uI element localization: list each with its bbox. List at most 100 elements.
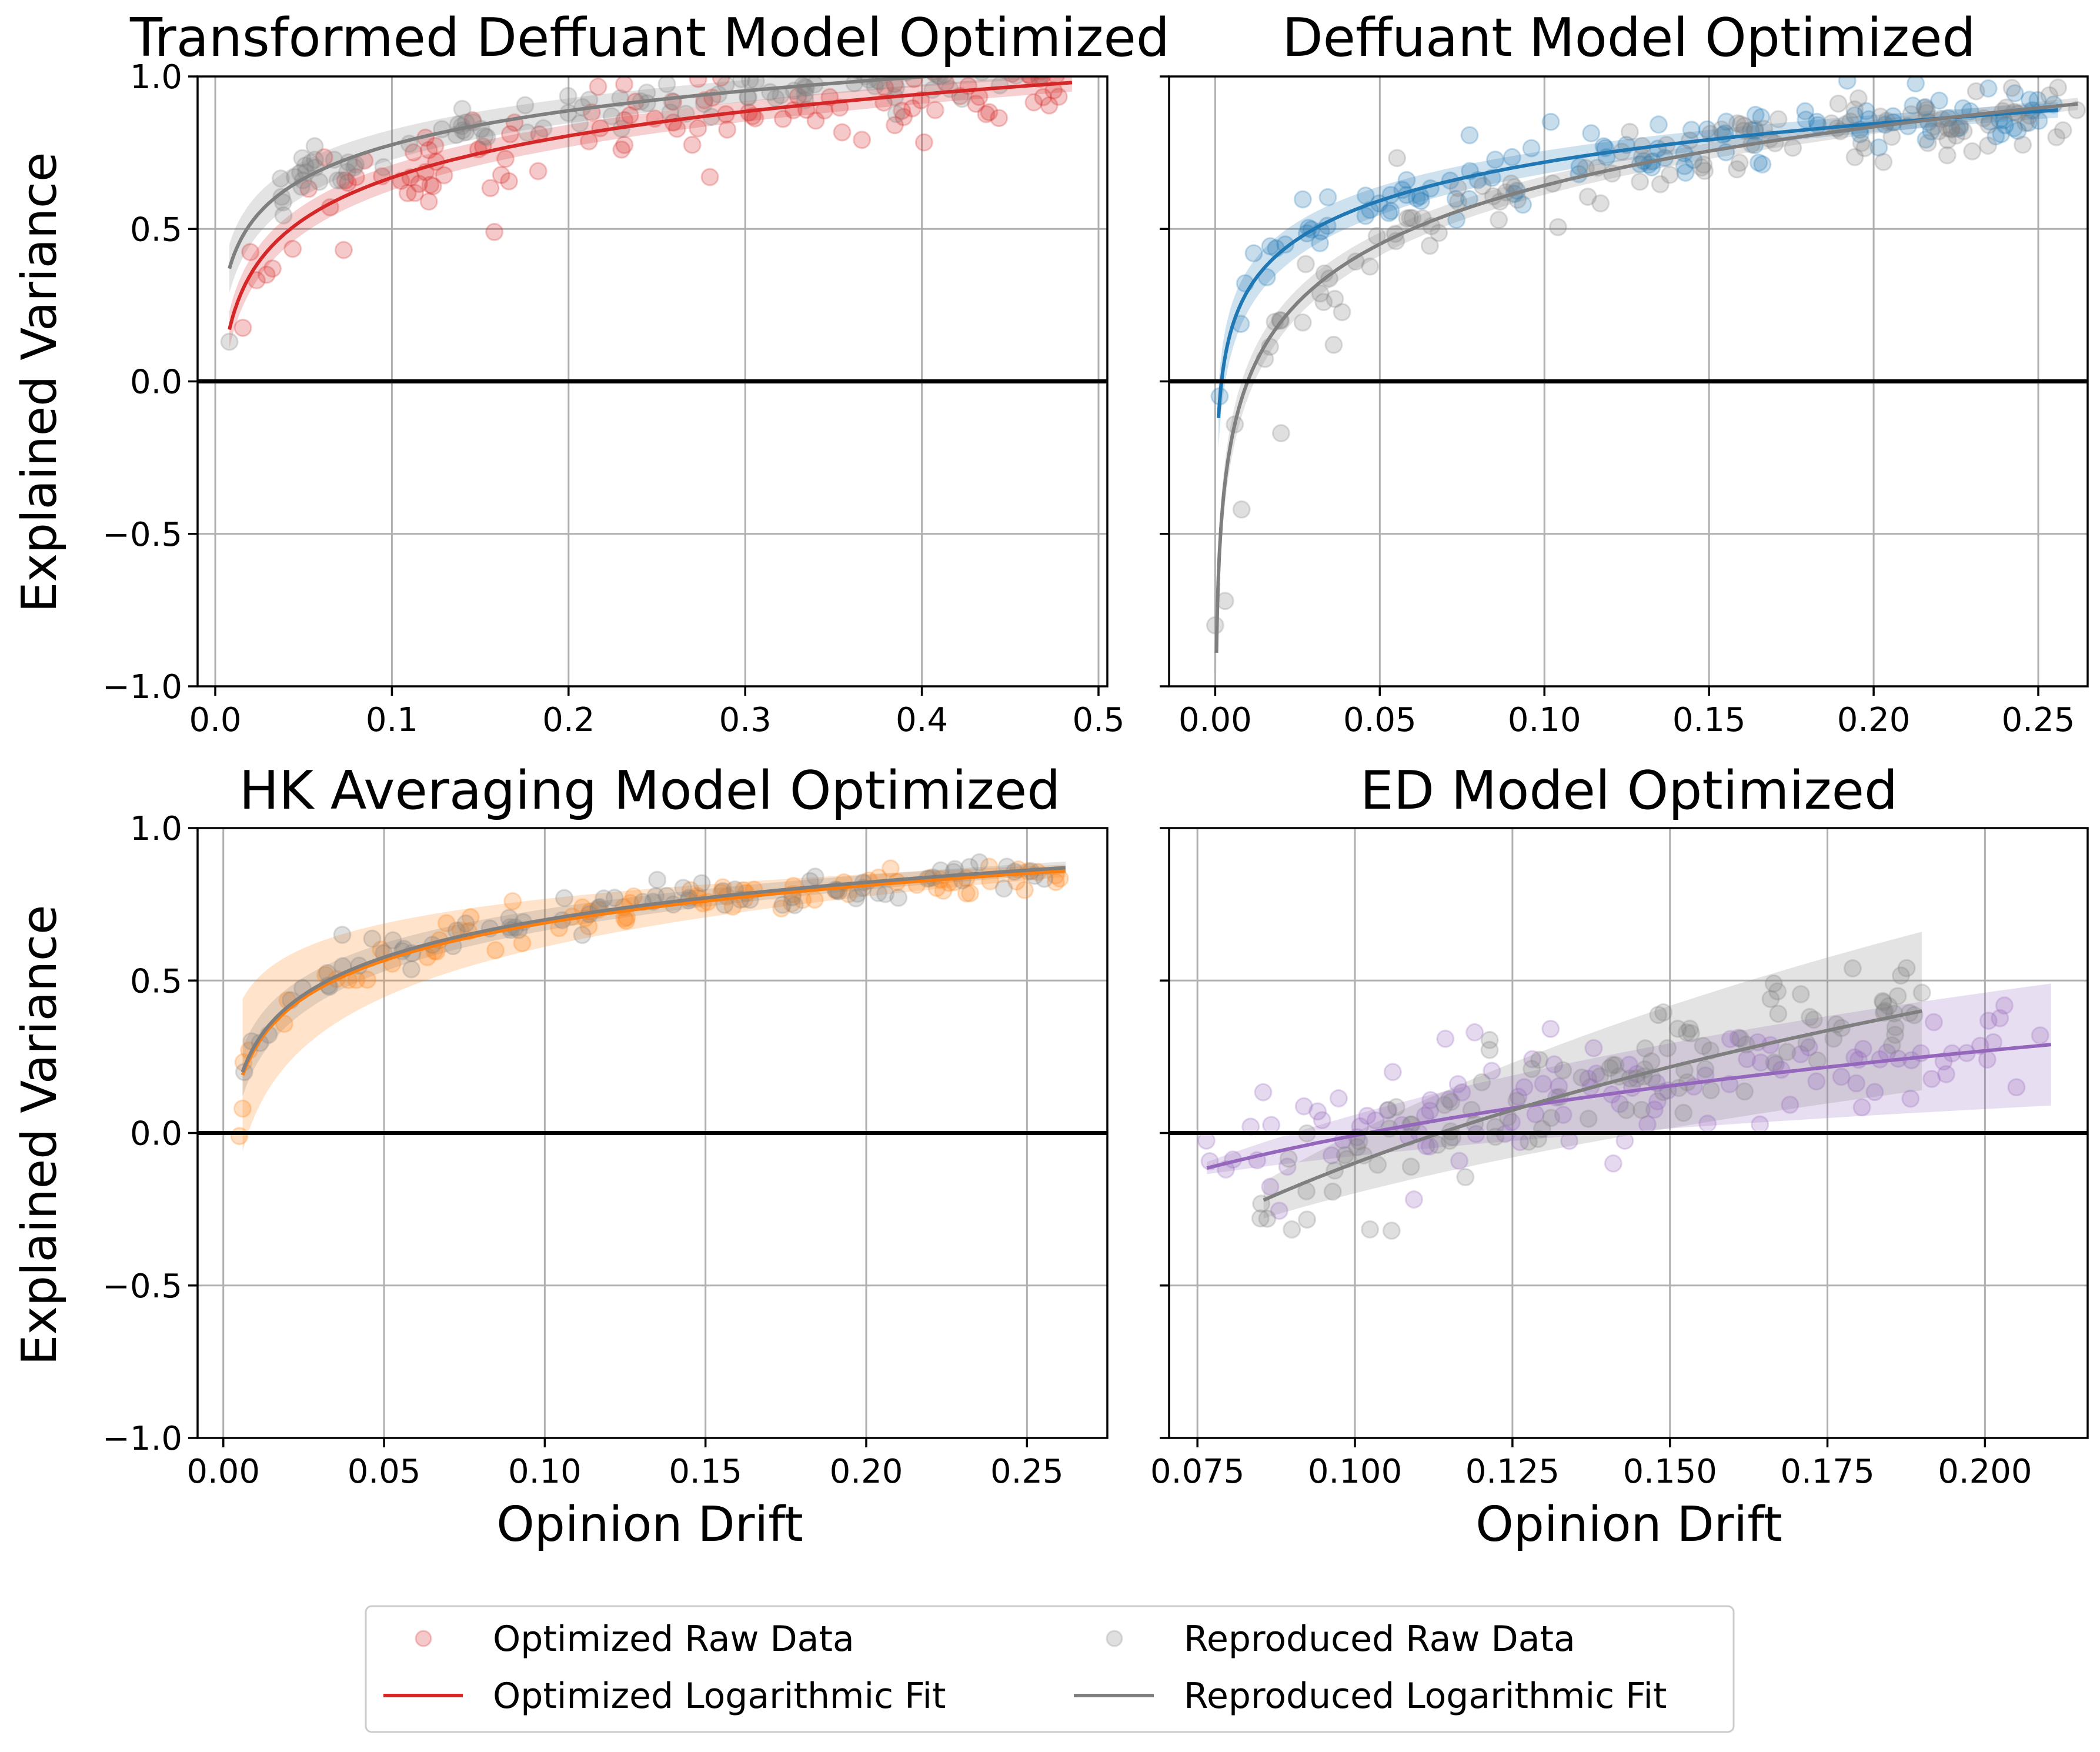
data-point-reproduced — [374, 158, 393, 176]
data-point-optimized — [1262, 1116, 1281, 1134]
data-point-reproduced — [1232, 500, 1251, 519]
fit-line-optimized — [228, 81, 1073, 331]
data-point-reproduced — [1548, 218, 1567, 236]
data-point-optimized — [1003, 76, 1021, 84]
data-point-reproduced — [1929, 122, 1948, 141]
data-point-reproduced — [1845, 100, 1864, 119]
data-point-reproduced — [1314, 293, 1333, 312]
data-point-optimized — [1698, 1114, 1717, 1133]
data-point-reproduced — [2047, 128, 2066, 146]
data-point-optimized — [782, 894, 801, 913]
data-point-reproduced — [1473, 1073, 1491, 1092]
data-point-optimized — [1996, 116, 2015, 135]
data-point-optimized — [620, 106, 639, 125]
data-point-optimized — [1049, 88, 1068, 106]
data-point-optimized — [1318, 188, 1337, 206]
data-point-reproduced — [345, 158, 363, 176]
data-point-reproduced — [1938, 131, 1957, 149]
data-point-optimized — [2005, 84, 2024, 103]
data-point-optimized — [1329, 1089, 1348, 1108]
data-point-optimized — [1924, 1013, 1943, 1032]
data-point-optimized — [421, 175, 440, 194]
x-axis-label: Opinion Drift — [496, 1497, 803, 1553]
panel-deffuant: Deffuant Model Optimized 0.00 0.05 0.10 0.1… — [1160, 7, 2089, 739]
data-point-reproduced — [1324, 335, 1343, 354]
data-point-optimized — [1796, 102, 1815, 121]
x-tick-label: 0.05 — [1343, 701, 1417, 739]
data-point-optimized — [1648, 1092, 1667, 1111]
data-point-optimized — [1904, 96, 1922, 115]
data-point-reproduced — [1963, 142, 1982, 161]
data-point-reproduced — [274, 206, 293, 225]
data-point-optimized — [1907, 76, 1925, 93]
data-point-reproduced — [306, 151, 324, 169]
data-point-reproduced — [332, 171, 350, 190]
panel-title: ED Model Optimized — [1360, 760, 1898, 822]
data-point-reproduced — [1435, 1096, 1454, 1114]
data-point-reproduced — [1620, 122, 1639, 141]
data-point-optimized — [1015, 880, 1034, 899]
data-point-reproduced — [1668, 1019, 1687, 1038]
data-point-reproduced — [1882, 1036, 1901, 1054]
data-point-optimized — [1261, 237, 1280, 256]
data-point-reproduced — [1888, 987, 1907, 1006]
data-point-optimized — [481, 179, 500, 198]
data-point-reproduced — [1824, 1029, 1843, 1048]
fit-line-reproduced — [1263, 1009, 1922, 1202]
data-point-reproduced — [1258, 1209, 1277, 1228]
data-point-reproduced — [1677, 1023, 1696, 1042]
x-tick-label: 0.3 — [719, 701, 772, 739]
data-point-optimized — [1313, 1111, 1331, 1130]
data-point-optimized — [1436, 1029, 1455, 1048]
data-point-reproduced — [1764, 974, 1783, 993]
data-point-reproduced — [1874, 992, 1892, 1010]
data-point-reproduced — [1942, 119, 1961, 138]
data-point-reproduced — [1660, 165, 1679, 184]
data-point-reproduced — [740, 76, 759, 89]
data-point-reproduced — [1606, 1056, 1625, 1074]
data-point-reproduced — [1897, 959, 1916, 977]
data-point-optimized — [1545, 1055, 1564, 1074]
data-point-optimized — [2005, 119, 2024, 138]
data-point-optimized — [1750, 153, 1768, 172]
data-point-optimized — [1698, 120, 1717, 139]
data-point-reproduced — [1502, 174, 1521, 193]
data-point-optimized — [1460, 126, 1479, 145]
data-point-reproduced — [1326, 289, 1344, 308]
y-axis-label: Explained Variance — [12, 152, 68, 613]
data-point-optimized — [1276, 235, 1295, 254]
data-point-optimized — [1356, 186, 1375, 205]
data-point-optimized — [406, 183, 425, 202]
data-point-optimized — [336, 171, 355, 190]
data-point-optimized — [1922, 1070, 1941, 1088]
data-point-reproduced — [1456, 1168, 1475, 1186]
data-point-reproduced — [383, 931, 402, 950]
panel-hk-averaging: HK Averaging Model Optimized Explained V… — [12, 760, 1109, 1553]
data-point-optimized — [1584, 1039, 1603, 1057]
data-point-optimized — [967, 94, 986, 113]
data-point-optimized — [589, 77, 607, 96]
data-point-optimized — [1024, 93, 1043, 112]
data-point-optimized — [881, 859, 900, 878]
y-tick-label: −0.5 — [102, 516, 182, 554]
data-point-optimized — [1244, 244, 1263, 263]
data-point-optimized — [410, 175, 429, 193]
data-point-optimized — [1404, 1190, 1423, 1209]
data-point-optimized — [1381, 202, 1400, 221]
data-point-reproduced — [1874, 152, 1893, 171]
data-point-reproduced — [1778, 1043, 1797, 1062]
data-point-reproduced — [1388, 149, 1407, 168]
data-point-optimized — [805, 890, 824, 909]
data-point-optimized — [1366, 1111, 1385, 1130]
data-point-reproduced — [1403, 209, 1422, 228]
data-point-reproduced — [310, 172, 329, 191]
data-point-optimized — [1948, 119, 1967, 138]
data-point-optimized — [579, 917, 598, 936]
data-point-reproduced — [1387, 1098, 1405, 1116]
x-tick-label: 0.1 — [366, 701, 418, 739]
data-point-reproduced — [1768, 982, 1787, 1001]
data-point-reproduced — [657, 76, 676, 94]
data-point-optimized — [2031, 1026, 2049, 1045]
data-point-optimized — [1534, 1074, 1553, 1093]
data-point-reproduced — [1979, 136, 1997, 155]
